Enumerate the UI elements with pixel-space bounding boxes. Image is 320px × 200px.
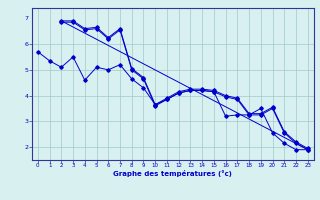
Text: 7: 7 [24,16,28,21]
X-axis label: Graphe des températures (°c): Graphe des températures (°c) [113,170,232,177]
